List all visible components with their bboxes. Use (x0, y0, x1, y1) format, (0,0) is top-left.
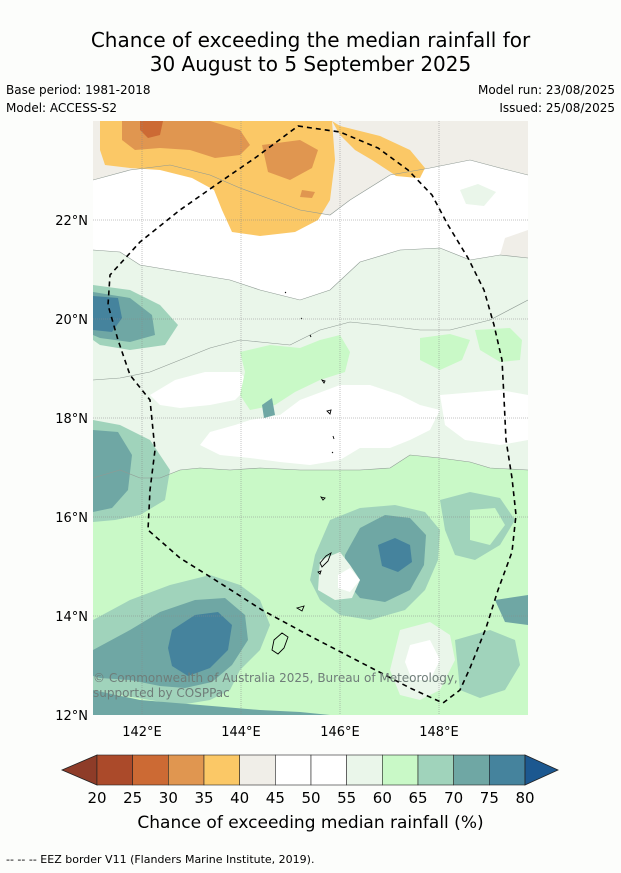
region-75-80-east (378, 538, 412, 572)
colorbar-tick-label: 20 (87, 789, 106, 807)
colorbar-tick-label: 55 (337, 789, 356, 807)
lon-label-148: 148°E (419, 725, 459, 740)
lat-label-14: 14°N (55, 610, 88, 625)
colorbar-cell (203, 754, 240, 786)
colorbar-tick-label: 75 (480, 789, 499, 807)
island-small-a (319, 496, 326, 501)
model-label: Model: ACCESS-S2 (6, 101, 118, 115)
contour-lines (93, 159, 528, 479)
colorbar-tick-label: 70 (444, 789, 463, 807)
gridlines (93, 121, 528, 715)
island-tinian (317, 570, 322, 575)
axis-labels: 22°N 20°N 18°N 16°N 14°N 12°N 142°E 144°… (55, 214, 459, 740)
colorbar-tick-label: 30 (159, 789, 178, 807)
colorbar-cell (453, 754, 490, 786)
colorbar-label: Chance of exceeding median rainfall (%) (137, 813, 484, 833)
region-45-55-center-blob (200, 385, 440, 465)
island-small-h (284, 291, 287, 294)
colorbar: 20 25 30 35 40 45 50 55 60 65 70 75 80 (60, 754, 559, 807)
region-70-75-small (262, 398, 275, 418)
island-small-e (331, 451, 334, 454)
region-70-75-sw (93, 430, 132, 512)
region-35-40 (100, 121, 425, 236)
region-65-70-se-2 (455, 630, 520, 698)
base-period-label: Base period: 1981-2018 (6, 83, 151, 97)
region-45-55-west-blob (150, 372, 250, 408)
colorbar-cell (310, 754, 347, 786)
island-guam (271, 632, 289, 655)
colorbar-tick-label: 45 (266, 789, 285, 807)
lat-label-18: 18°N (55, 412, 88, 427)
region-70-75-bottom (93, 690, 330, 715)
region-60-65-mid (240, 335, 350, 410)
model-run-label: Model run: 23/08/2025 (477, 83, 615, 97)
islands (271, 291, 335, 655)
title-line-1: Chance of exceeding the median rainfall … (90, 28, 531, 52)
region-70-75-se (495, 595, 528, 625)
colorbar-over-arrow (524, 754, 559, 786)
colorbar-tick-label: 80 (515, 789, 534, 807)
issued-label: Issued: 25/08/2025 (499, 101, 615, 115)
region-60-65-far-east (470, 508, 505, 545)
colorbar-cell (168, 754, 205, 786)
copyright-notice: © Commonwealth of Australia 2025, Bureau… (93, 671, 458, 700)
region-55-60 (93, 248, 528, 380)
map-area (93, 121, 528, 715)
colorbar-tick-label: 35 (194, 789, 213, 807)
region-45-55-se (405, 640, 440, 680)
colorbar-cell (346, 754, 383, 786)
colorbar-cell (96, 754, 133, 786)
colorbar-cell (275, 754, 312, 786)
region-45-55-north (93, 160, 528, 300)
lat-label-22: 22°N (55, 214, 88, 229)
colorbar-cells (96, 754, 526, 786)
lon-label-142: 142°E (122, 725, 162, 740)
colorbar-tick-label: 60 (373, 789, 392, 807)
colorbar-tick-label: 50 (301, 789, 320, 807)
island-small-c (326, 409, 332, 415)
meta-left: Base period: 1981-2018 Model: ACCESS-S2 (6, 81, 151, 117)
region-35-40-east (378, 140, 420, 178)
title-line-2: 30 August to 5 September 2025 (149, 52, 472, 76)
meta-right: Model run: 23/08/2025 Issued: 25/08/2025 (478, 81, 615, 117)
region-30-35-b (262, 140, 318, 180)
island-saipan (319, 551, 332, 568)
colorbar-cell (132, 754, 169, 786)
region-45-55-east-center (338, 568, 360, 592)
colorbar-under-arrow (60, 754, 98, 786)
lon-label-146: 146°E (320, 725, 360, 740)
island-rota (295, 605, 305, 612)
colorbar-cell (489, 754, 526, 786)
colorbar-ticks: 20 25 30 35 40 45 50 55 60 65 70 75 80 (87, 789, 534, 807)
colorbar-cell (417, 754, 454, 786)
island-small-f (309, 334, 312, 338)
lat-label-20: 20°N (55, 313, 88, 328)
island-small-b (320, 379, 326, 384)
colorbar-cell (239, 754, 276, 786)
region-55-60-ne (460, 184, 496, 206)
region-75-80-west (93, 296, 122, 332)
region-30-35-c (300, 190, 315, 198)
lat-label-12: 12°N (55, 709, 88, 724)
region-60-65-east (475, 328, 522, 362)
colorbar-tick-label: 40 (230, 789, 249, 807)
colorbar-tick-label: 25 (123, 789, 142, 807)
island-small-d (332, 435, 335, 440)
region-25-30 (140, 121, 163, 138)
colorbar-tick-label: 65 (408, 789, 427, 807)
colorbar-cell (382, 754, 419, 786)
lon-label-144: 144°E (221, 725, 261, 740)
eez-footnote: -- -- -- EEZ border V11 (Flanders Marine… (6, 853, 315, 866)
chart-title: Chance of exceeding the median rainfall … (0, 28, 621, 76)
region-60-65-mid-east (420, 334, 470, 370)
lat-label-16: 16°N (55, 511, 88, 526)
region-75-80-south (168, 612, 232, 676)
